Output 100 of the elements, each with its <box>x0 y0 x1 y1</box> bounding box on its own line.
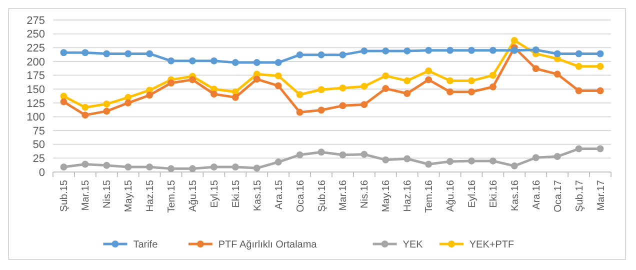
y-tick-label: 125 <box>26 98 45 110</box>
point <box>510 162 518 170</box>
point <box>210 90 218 98</box>
point <box>339 51 346 58</box>
x-tick-label: Haz.16 <box>402 180 414 212</box>
x-tick-label: Mar.17 <box>596 180 607 211</box>
point <box>446 77 454 84</box>
x-tick-label: May.16 <box>381 180 392 212</box>
y-tick-label: 275 <box>26 14 45 27</box>
y-tick-label: 200 <box>26 56 45 68</box>
point <box>360 82 368 90</box>
point <box>82 160 89 168</box>
point <box>382 85 390 92</box>
x-tick-label: Oca.17 <box>552 180 564 212</box>
point <box>253 59 260 66</box>
point <box>425 67 432 74</box>
point <box>146 164 154 171</box>
point <box>446 46 454 54</box>
x-tick-label: Şub.16 <box>316 180 328 212</box>
point <box>468 77 475 84</box>
y-tick-label: 175 <box>26 70 45 82</box>
x-tick-label: Nis.16 <box>360 180 371 208</box>
point <box>103 100 110 108</box>
point <box>339 84 346 92</box>
x-tick-label: Kas.16 <box>510 180 521 212</box>
point <box>510 36 518 44</box>
point <box>575 50 582 58</box>
point <box>82 112 89 119</box>
point <box>360 101 368 108</box>
point <box>296 91 304 98</box>
x-tick-label: Ara.15 <box>274 180 285 210</box>
point <box>274 72 282 80</box>
point <box>60 98 68 106</box>
legend-label: YEK+PTF <box>469 240 514 250</box>
x-tick-label: Oca.16 <box>295 180 306 212</box>
point <box>210 57 218 64</box>
x-tick-label: Ara.16 <box>531 180 542 210</box>
point <box>60 49 68 56</box>
point <box>253 164 260 172</box>
point <box>446 88 454 96</box>
point <box>146 50 154 58</box>
legend-label: PTF Ağırlıklı Ortalama <box>218 240 318 250</box>
point <box>232 164 239 171</box>
point <box>554 153 561 160</box>
x-tick-label: Mar.15 <box>80 180 92 211</box>
point <box>404 155 411 162</box>
point <box>339 151 346 158</box>
point <box>318 86 325 94</box>
point <box>274 158 282 166</box>
point <box>532 154 540 162</box>
y-tick-label: 250 <box>26 28 45 41</box>
y-tick-label: 150 <box>26 84 45 96</box>
y-tick-label: 75 <box>32 125 45 138</box>
x-tick-label: Eyl.15 <box>209 180 220 208</box>
x-tick-label: Ağu.15 <box>188 180 199 212</box>
legend-label: YEK <box>402 240 424 250</box>
point <box>189 76 196 84</box>
point <box>274 59 282 66</box>
point <box>360 47 368 54</box>
point <box>382 156 390 164</box>
x-tick-label: Şub.17 <box>574 180 586 212</box>
x-tick-label: Eki.16 <box>488 180 500 208</box>
y-tick-label: 50 <box>32 139 45 152</box>
point <box>532 46 540 54</box>
point <box>382 47 390 54</box>
point <box>296 51 304 58</box>
point <box>318 148 325 156</box>
point <box>425 76 432 84</box>
point <box>489 72 496 79</box>
point <box>446 158 454 165</box>
x-tick-label: Kas.15 <box>252 180 264 212</box>
point <box>425 46 432 54</box>
point <box>360 150 368 158</box>
point <box>274 82 282 90</box>
point <box>404 47 411 54</box>
point <box>489 46 496 54</box>
x-tick-label: Eki.15 <box>230 180 242 208</box>
point <box>210 164 218 171</box>
x-tick-label: Ağu.16 <box>446 180 457 212</box>
x-tick-label: Eyl.16 <box>467 180 478 208</box>
point <box>532 65 540 72</box>
point <box>232 94 239 101</box>
point <box>554 50 561 58</box>
point <box>232 59 239 66</box>
point <box>404 90 411 98</box>
point <box>596 62 604 70</box>
point <box>575 87 582 94</box>
point <box>554 70 561 78</box>
point <box>318 51 325 58</box>
y-tick-label: 225 <box>26 42 45 54</box>
point <box>124 164 132 171</box>
point <box>82 49 89 56</box>
point <box>103 162 110 169</box>
point <box>596 145 604 152</box>
x-tick-label: Tem.16 <box>424 180 436 213</box>
point <box>189 165 196 172</box>
x-tick-label: Mar.16 <box>338 180 350 211</box>
point <box>596 50 604 58</box>
point <box>489 83 496 90</box>
point <box>189 57 196 64</box>
